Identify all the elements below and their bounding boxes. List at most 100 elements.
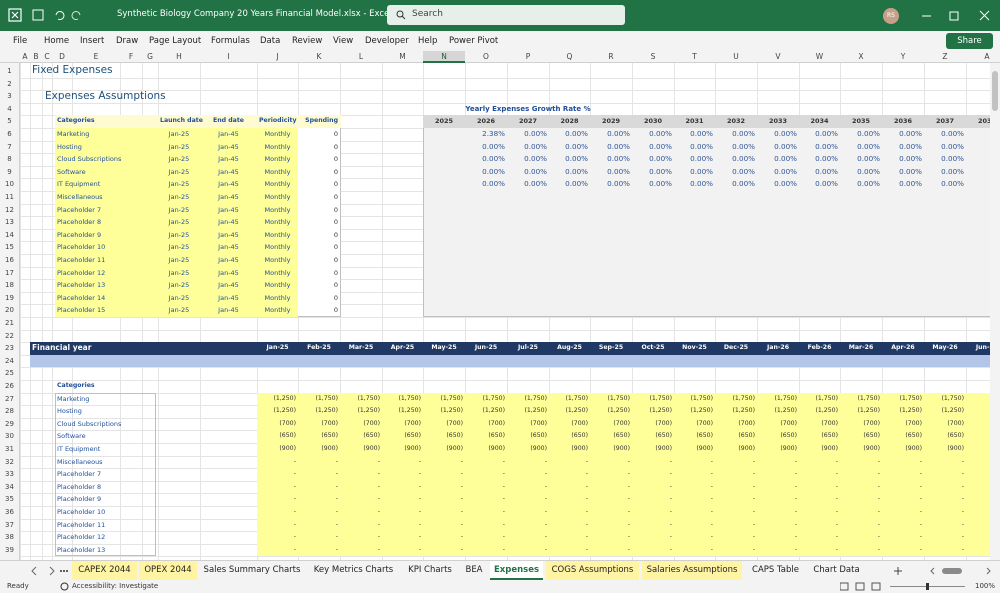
category-name[interactable]: Hosting xyxy=(57,142,82,151)
growth-rate[interactable]: 0.00% xyxy=(941,154,964,164)
column-header[interactable]: L xyxy=(358,52,364,61)
sheet-tab[interactable]: Chart Data xyxy=(813,565,860,575)
expense-value[interactable]: (900) xyxy=(696,445,713,452)
column-header[interactable]: P xyxy=(525,52,531,61)
menu-item[interactable]: Help xyxy=(418,36,438,46)
table-cell[interactable]: 0 xyxy=(333,243,338,252)
expense-value[interactable]: - xyxy=(335,508,338,515)
growth-rate[interactable]: 0.00% xyxy=(732,179,755,189)
month-header[interactable]: Nov-25 xyxy=(682,344,707,352)
expense-value[interactable]: - xyxy=(460,545,463,553)
window-controls[interactable] xyxy=(920,9,995,23)
expense-value[interactable]: - xyxy=(460,482,463,490)
table-cell[interactable]: Jan-45 xyxy=(218,306,239,315)
table-cell[interactable]: Monthly xyxy=(264,180,291,189)
expense-value[interactable]: - xyxy=(919,520,922,528)
category-name[interactable]: Placeholder 7 xyxy=(57,470,102,479)
expense-value[interactable]: - xyxy=(585,482,588,490)
table-cell[interactable]: Jan-45 xyxy=(218,243,239,252)
month-header[interactable]: Mar-26 xyxy=(848,344,874,352)
row-number[interactable]: 14 xyxy=(5,230,14,239)
column-header[interactable]: S xyxy=(650,52,656,61)
expense-value[interactable]: - xyxy=(293,520,296,528)
expense-value[interactable]: (1,750) xyxy=(690,394,713,402)
expense-value[interactable]: (700) xyxy=(655,419,672,427)
expense-value[interactable]: - xyxy=(585,470,588,478)
expense-value[interactable]: - xyxy=(794,508,797,515)
growth-rate[interactable]: 0.00% xyxy=(899,141,922,151)
expense-value[interactable]: - xyxy=(335,533,338,541)
expense-value[interactable]: - xyxy=(961,482,964,490)
growth-rate[interactable]: 0.00% xyxy=(941,129,964,138)
expense-value[interactable]: (650) xyxy=(821,432,838,440)
expense-value[interactable]: - xyxy=(544,545,547,553)
expense-value[interactable]: - xyxy=(669,508,672,515)
expense-value[interactable]: - xyxy=(293,495,296,503)
growth-rate[interactable]: 0.00% xyxy=(482,166,505,176)
expense-value[interactable]: (900) xyxy=(363,445,380,452)
expense-value[interactable]: - xyxy=(835,545,838,553)
growth-rate[interactable]: 0.00% xyxy=(690,166,713,176)
table-cell[interactable]: 0 xyxy=(333,256,338,264)
expense-value[interactable]: - xyxy=(752,495,755,503)
category-name[interactable]: Cloud Subscriptions xyxy=(57,419,122,428)
growth-rate[interactable]: 0.00% xyxy=(565,129,588,138)
expense-value[interactable]: (650) xyxy=(279,432,296,440)
expense-value[interactable]: (900) xyxy=(321,445,338,452)
month-header[interactable]: Jan-26 xyxy=(766,344,790,352)
growth-rate[interactable]: 0.00% xyxy=(565,154,588,164)
expense-value[interactable]: - xyxy=(669,482,672,490)
expense-value[interactable]: - xyxy=(335,457,338,465)
growth-rate[interactable]: 0.00% xyxy=(857,141,880,151)
column-header[interactable]: N xyxy=(423,51,465,63)
sheet-tab[interactable]: Key Metrics Charts xyxy=(313,565,394,575)
expense-value[interactable]: (650) xyxy=(905,432,922,440)
expense-value[interactable]: - xyxy=(585,457,588,465)
category-name[interactable]: Placeholder 14 xyxy=(57,293,106,302)
expense-value[interactable]: - xyxy=(961,457,964,465)
expense-value[interactable]: - xyxy=(377,533,380,541)
growth-rate[interactable]: 0.00% xyxy=(607,179,630,189)
expense-value[interactable]: (900) xyxy=(655,445,672,452)
search-box[interactable]: Search xyxy=(387,5,625,25)
expense-value[interactable]: - xyxy=(502,470,505,478)
expense-value[interactable]: - xyxy=(794,457,797,465)
growth-rate[interactable]: 0.00% xyxy=(649,179,672,189)
category-name[interactable]: Placeholder 13 xyxy=(57,545,106,554)
expense-value[interactable]: (650) xyxy=(696,432,713,440)
year-header[interactable]: 2028 xyxy=(560,117,579,126)
expense-value[interactable]: - xyxy=(961,508,964,515)
expense-value[interactable]: - xyxy=(877,520,880,528)
sheet-tab[interactable]: BEA xyxy=(465,565,483,575)
expense-value[interactable]: (700) xyxy=(446,419,463,427)
expense-value[interactable]: - xyxy=(919,545,922,553)
expense-value[interactable]: - xyxy=(335,520,338,528)
growth-rate[interactable]: 0.00% xyxy=(774,154,797,164)
expense-value[interactable]: - xyxy=(585,545,588,553)
year-header[interactable]: 2029 xyxy=(601,117,621,126)
table-cell[interactable]: Jan-25 xyxy=(168,167,190,176)
expense-value[interactable]: (1,750) xyxy=(899,394,922,402)
category-name[interactable]: Placeholder 15 xyxy=(57,306,106,315)
table-header[interactable]: Launch date xyxy=(160,117,203,125)
table-cell[interactable]: Jan-45 xyxy=(218,205,239,214)
expense-value[interactable]: (900) xyxy=(530,445,547,452)
expense-value[interactable]: - xyxy=(669,520,672,528)
expense-value[interactable]: (1,250) xyxy=(357,407,380,415)
growth-rate[interactable]: 0.00% xyxy=(815,129,838,138)
categories-label[interactable]: Categories xyxy=(57,382,95,389)
table-cell[interactable]: Jan-45 xyxy=(218,155,239,164)
expense-value[interactable]: (650) xyxy=(947,432,964,440)
table-cell[interactable]: Monthly xyxy=(264,155,291,164)
growth-rate[interactable]: 0.00% xyxy=(524,166,547,176)
vertical-scrollbar[interactable] xyxy=(990,63,1000,560)
category-name[interactable]: Placeholder 13 xyxy=(57,281,106,290)
table-header[interactable]: Categories xyxy=(57,117,95,125)
expense-value[interactable]: (1,250) xyxy=(482,407,505,415)
expense-value[interactable]: - xyxy=(544,457,547,465)
year-header[interactable]: 2034 xyxy=(810,117,829,126)
growth-rate[interactable]: 0.00% xyxy=(690,129,713,138)
expense-value[interactable]: (1,250) xyxy=(273,394,296,402)
table-cell[interactable]: Monthly xyxy=(264,243,291,252)
expense-value[interactable]: (650) xyxy=(321,432,338,440)
